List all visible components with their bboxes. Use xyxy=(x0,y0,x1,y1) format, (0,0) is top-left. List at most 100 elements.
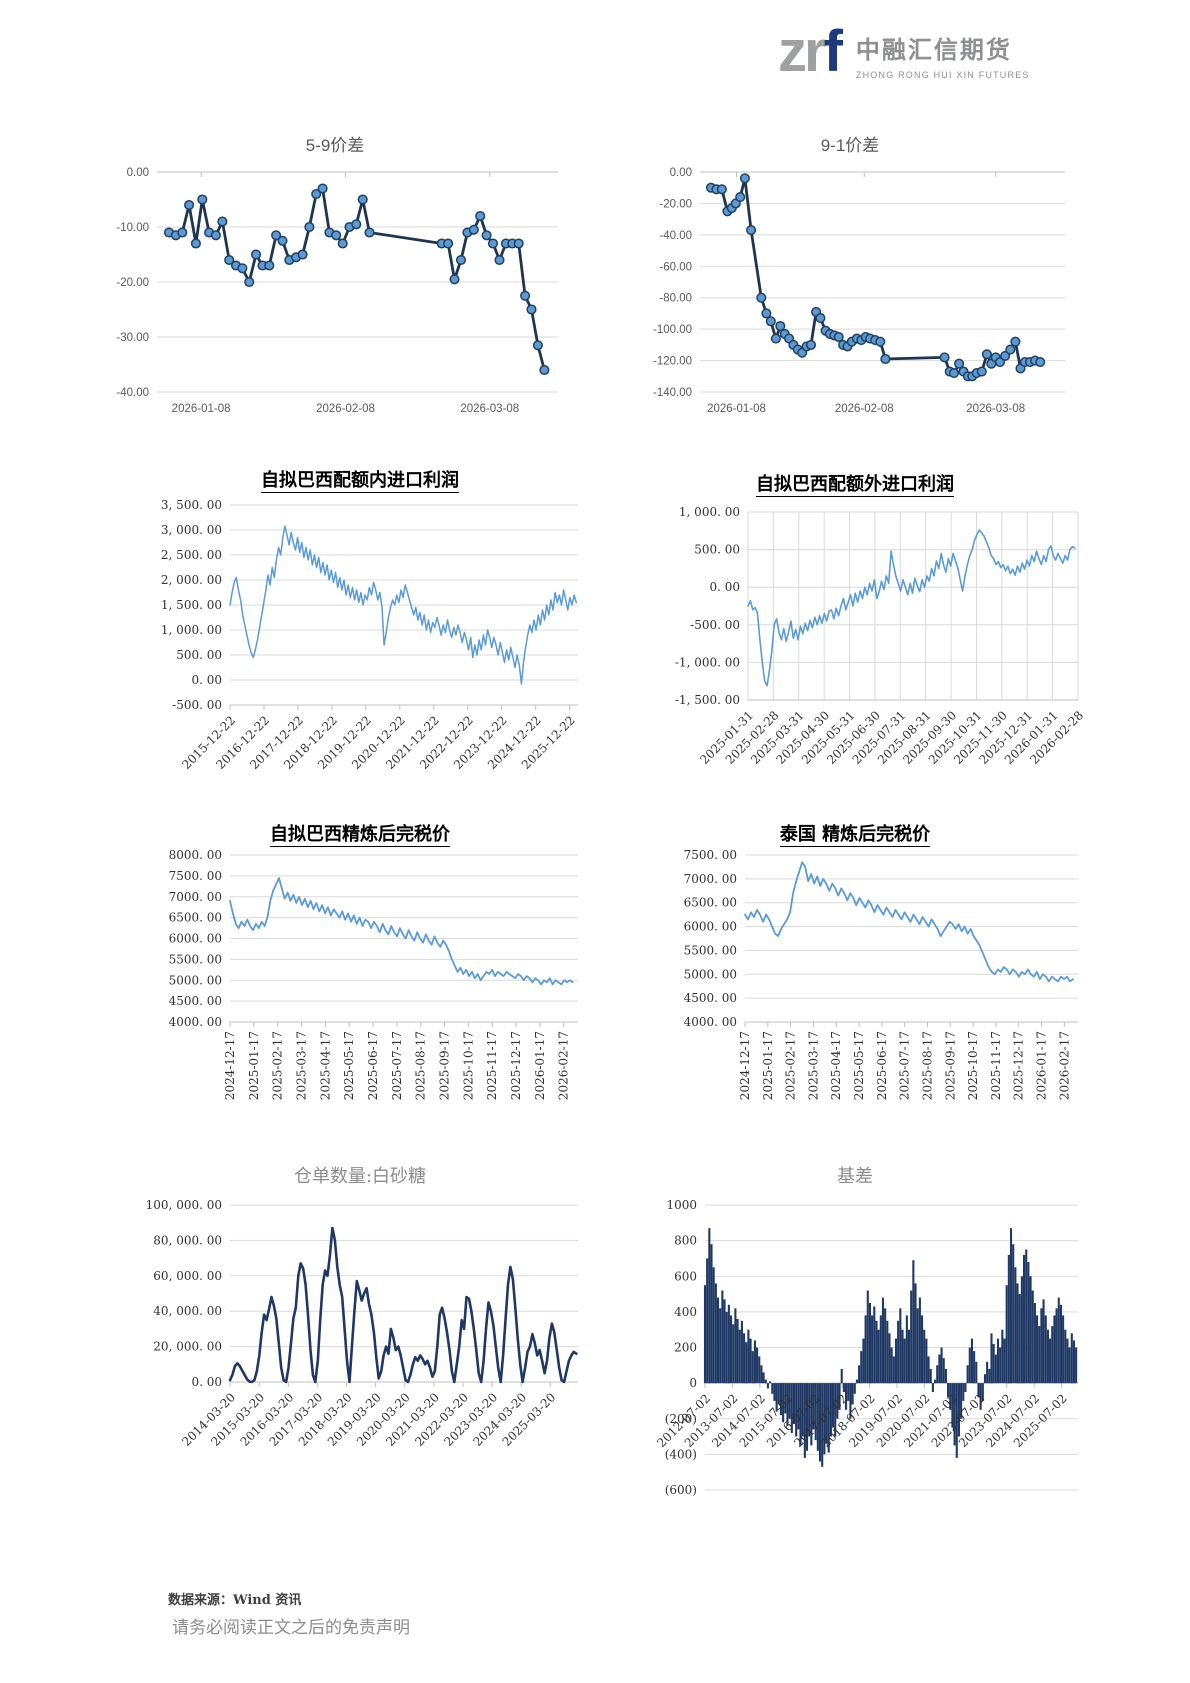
svg-text:0: 0 xyxy=(689,1376,697,1390)
svg-text:2025-08-17: 2025-08-17 xyxy=(921,1031,935,1100)
svg-text:5500. 00: 5500. 00 xyxy=(684,943,737,957)
svg-text:800: 800 xyxy=(674,1234,697,1248)
chart-title-text: 仓单数量:白砂糖 xyxy=(293,1166,427,1187)
svg-text:6000. 00: 6000. 00 xyxy=(684,920,737,934)
chart-brazil-out-quota-canvas: 1, 000. 00 500. 00 0. 00 -500. 00 -1, 000. 0… xyxy=(620,458,1090,798)
svg-text:6500. 00: 6500. 00 xyxy=(169,911,222,925)
chart-brazil-in-quota-canvas: 3, 500. 00 3, 000. 00 2, 500. 00 2, 000. 00… xyxy=(120,458,600,798)
svg-text:100, 000. 00: 100, 000. 00 xyxy=(146,1198,222,1212)
company-name-en: ZHONG RONG HUI XIN FUTURES xyxy=(855,70,1030,80)
svg-text:2025-04-17: 2025-04-17 xyxy=(829,1031,843,1100)
svg-text:5000. 00: 5000. 00 xyxy=(169,973,222,987)
svg-text:-30.00: -30.00 xyxy=(116,332,149,344)
svg-text:-80.00: -80.00 xyxy=(659,293,692,305)
svg-text:60, 000. 00: 60, 000. 00 xyxy=(153,1269,222,1283)
chart-thailand-refined-canvas: 7500. 00 7000. 00 6500. 00 6000. 00 5500. 00… xyxy=(620,818,1090,1153)
chart-warehouse-receipts-white-sugar: 100, 000. 00 80, 000. 00 60, 000. 00 40, 00… xyxy=(120,1158,600,1520)
svg-text:20, 000. 00: 20, 000. 00 xyxy=(153,1340,222,1354)
chart-title-text: 泰国 精炼后完税价 xyxy=(779,824,931,847)
chart-title: 自拟巴西配额外进口利润 xyxy=(620,470,1090,497)
svg-text:7000. 00: 7000. 00 xyxy=(684,872,737,886)
svg-text:8000. 00: 8000. 00 xyxy=(169,848,222,862)
chart-title: 泰国 精炼后完税价 xyxy=(620,820,1090,847)
chart-title: 自拟巴西精炼后完税价 xyxy=(120,820,600,847)
chart-title: 仓单数量:白砂糖 xyxy=(120,1162,600,1188)
svg-text:2025-10-17: 2025-10-17 xyxy=(461,1031,475,1100)
chart-title-text: 自拟巴西配额内进口利润 xyxy=(261,470,459,493)
svg-text:(200): (200) xyxy=(665,1412,697,1426)
disclaimer-note: 请务必阅读正文之后的免责声明 xyxy=(172,1618,410,1638)
svg-text:1000: 1000 xyxy=(666,1198,697,1212)
chart-9-1-spread-canvas: 0.00 -20.00 -40.00 -60.00 -80.00 -100.00 -120.… xyxy=(600,125,1100,430)
chart-title: 5-9价差 xyxy=(85,131,585,156)
svg-text:2, 500. 00: 2, 500. 00 xyxy=(161,548,222,562)
svg-text:400: 400 xyxy=(674,1305,697,1319)
svg-text:40, 000. 00: 40, 000. 00 xyxy=(153,1304,222,1318)
chart-title: 9-1价差 xyxy=(600,131,1100,156)
svg-text:7000. 00: 7000. 00 xyxy=(169,890,222,904)
svg-text:-500. 00: -500. 00 xyxy=(690,618,740,632)
svg-text:1, 500. 00: 1, 500. 00 xyxy=(161,598,222,612)
svg-text:-100.00: -100.00 xyxy=(653,324,692,336)
chart-brazil-refined-duty-paid-price: 8000. 00 7500. 00 7000. 00 6500. 00 6000. 00… xyxy=(120,818,600,1148)
chart-title-text: 9-1价差 xyxy=(820,136,880,155)
svg-text:2025-08-17: 2025-08-17 xyxy=(414,1031,428,1100)
svg-text:0. 00: 0. 00 xyxy=(709,580,740,594)
svg-text:7500. 00: 7500. 00 xyxy=(169,869,222,883)
company-name-cn: 中融汇信期货 xyxy=(855,37,1012,64)
svg-text:7500. 00: 7500. 00 xyxy=(684,848,737,862)
svg-text:4500. 00: 4500. 00 xyxy=(169,994,222,1008)
logo-letters-gray: zr xyxy=(778,19,827,84)
chart-thailand-refined-duty-paid-price: 7500. 00 7000. 00 6500. 00 6000. 00 5500. 00… xyxy=(620,818,1090,1148)
chart-basis: 1000 800 600 400 200 0 (200) (400) (600) 2012-07-… xyxy=(620,1158,1090,1533)
svg-text:2025-06-17: 2025-06-17 xyxy=(366,1031,380,1100)
svg-text:2025-12-17: 2025-12-17 xyxy=(509,1031,523,1100)
svg-text:4000. 00: 4000. 00 xyxy=(169,1015,222,1029)
svg-text:500. 00: 500. 00 xyxy=(694,543,740,557)
svg-text:-1, 000. 00: -1, 000. 00 xyxy=(675,655,740,669)
chart-title-text: 基差 xyxy=(837,1166,873,1187)
chart-title-text: 自拟巴西配额外进口利润 xyxy=(756,474,954,497)
logo-letter-blue: f xyxy=(823,19,843,84)
svg-text:2025-04-17: 2025-04-17 xyxy=(318,1031,332,1100)
company-logo: zrf 中融汇信期货 ZHONG RONG HUI XIN FUTURES xyxy=(778,23,1030,81)
svg-text:2025-09-17: 2025-09-17 xyxy=(943,1031,957,1100)
c1-svg: 0.00 -10.00 -20.00 -30.00 -40.00 2026-01-08 20… xyxy=(116,167,558,415)
svg-text:-140.00: -140.00 xyxy=(653,387,692,399)
svg-text:2026-02-08: 2026-02-08 xyxy=(316,403,375,415)
svg-text:2025-11-17: 2025-11-17 xyxy=(989,1031,1003,1100)
svg-text:-20.00: -20.00 xyxy=(116,277,149,289)
svg-text:0.00: 0.00 xyxy=(670,167,692,179)
svg-text:3, 500. 00: 3, 500. 00 xyxy=(161,498,222,512)
svg-text:2025-11-17: 2025-11-17 xyxy=(485,1031,499,1100)
svg-text:2025-01-17: 2025-01-17 xyxy=(761,1031,775,1100)
svg-text:-1, 500. 00: -1, 500. 00 xyxy=(675,693,740,707)
svg-text:2025-07-17: 2025-07-17 xyxy=(390,1031,404,1100)
svg-text:2025-02-17: 2025-02-17 xyxy=(271,1031,285,1100)
chart-title-text: 5-9价差 xyxy=(305,136,365,155)
svg-text:4000. 00: 4000. 00 xyxy=(684,1015,737,1029)
svg-text:-60.00: -60.00 xyxy=(659,261,692,273)
chart-9-1-spread: 0.00 -20.00 -40.00 -60.00 -80.00 -100.00 -120.… xyxy=(600,125,1100,425)
chart-basis-canvas: 1000 800 600 400 200 0 (200) (400) (600) 2012-07-… xyxy=(620,1158,1090,1538)
zrf-logo-mark: zrf xyxy=(778,23,843,81)
svg-text:2025-06-17: 2025-06-17 xyxy=(875,1031,889,1100)
data-source-note: 数据来源：Wind 资讯 xyxy=(168,1593,302,1608)
chart-brazil-in-quota-import-profit: 3, 500. 00 3, 000. 00 2, 500. 00 2, 000. 00… xyxy=(120,458,600,793)
svg-text:2025-07-17: 2025-07-17 xyxy=(898,1031,912,1100)
svg-text:-20.00: -20.00 xyxy=(659,198,692,210)
svg-text:2025-01-17: 2025-01-17 xyxy=(247,1031,261,1100)
svg-text:6000. 00: 6000. 00 xyxy=(169,932,222,946)
svg-text:2026-03-08: 2026-03-08 xyxy=(460,403,519,415)
c6-svg: 7500. 00 7000. 00 6500. 00 6000. 00 5500. 00… xyxy=(684,848,1078,1100)
svg-text:2026-02-17: 2026-02-17 xyxy=(1057,1031,1071,1100)
svg-text:1, 000. 00: 1, 000. 00 xyxy=(161,623,222,637)
chart-5-9-spread-canvas: 0.00 -10.00 -20.00 -30.00 -40.00 2026-01-08 20… xyxy=(85,125,585,430)
c2-svg: 0.00 -20.00 -40.00 -60.00 -80.00 -100.00 -120.… xyxy=(653,167,1065,415)
chart-warehouse-receipts-canvas: 100, 000. 00 80, 000. 00 60, 000. 00 40, 00… xyxy=(120,1158,600,1525)
svg-text:2025-05-17: 2025-05-17 xyxy=(342,1031,356,1100)
svg-text:2025-12-17: 2025-12-17 xyxy=(1012,1031,1026,1100)
svg-text:2025-09-17: 2025-09-17 xyxy=(438,1031,452,1100)
svg-text:600: 600 xyxy=(674,1269,697,1283)
svg-text:2026-01-08: 2026-01-08 xyxy=(172,403,231,415)
